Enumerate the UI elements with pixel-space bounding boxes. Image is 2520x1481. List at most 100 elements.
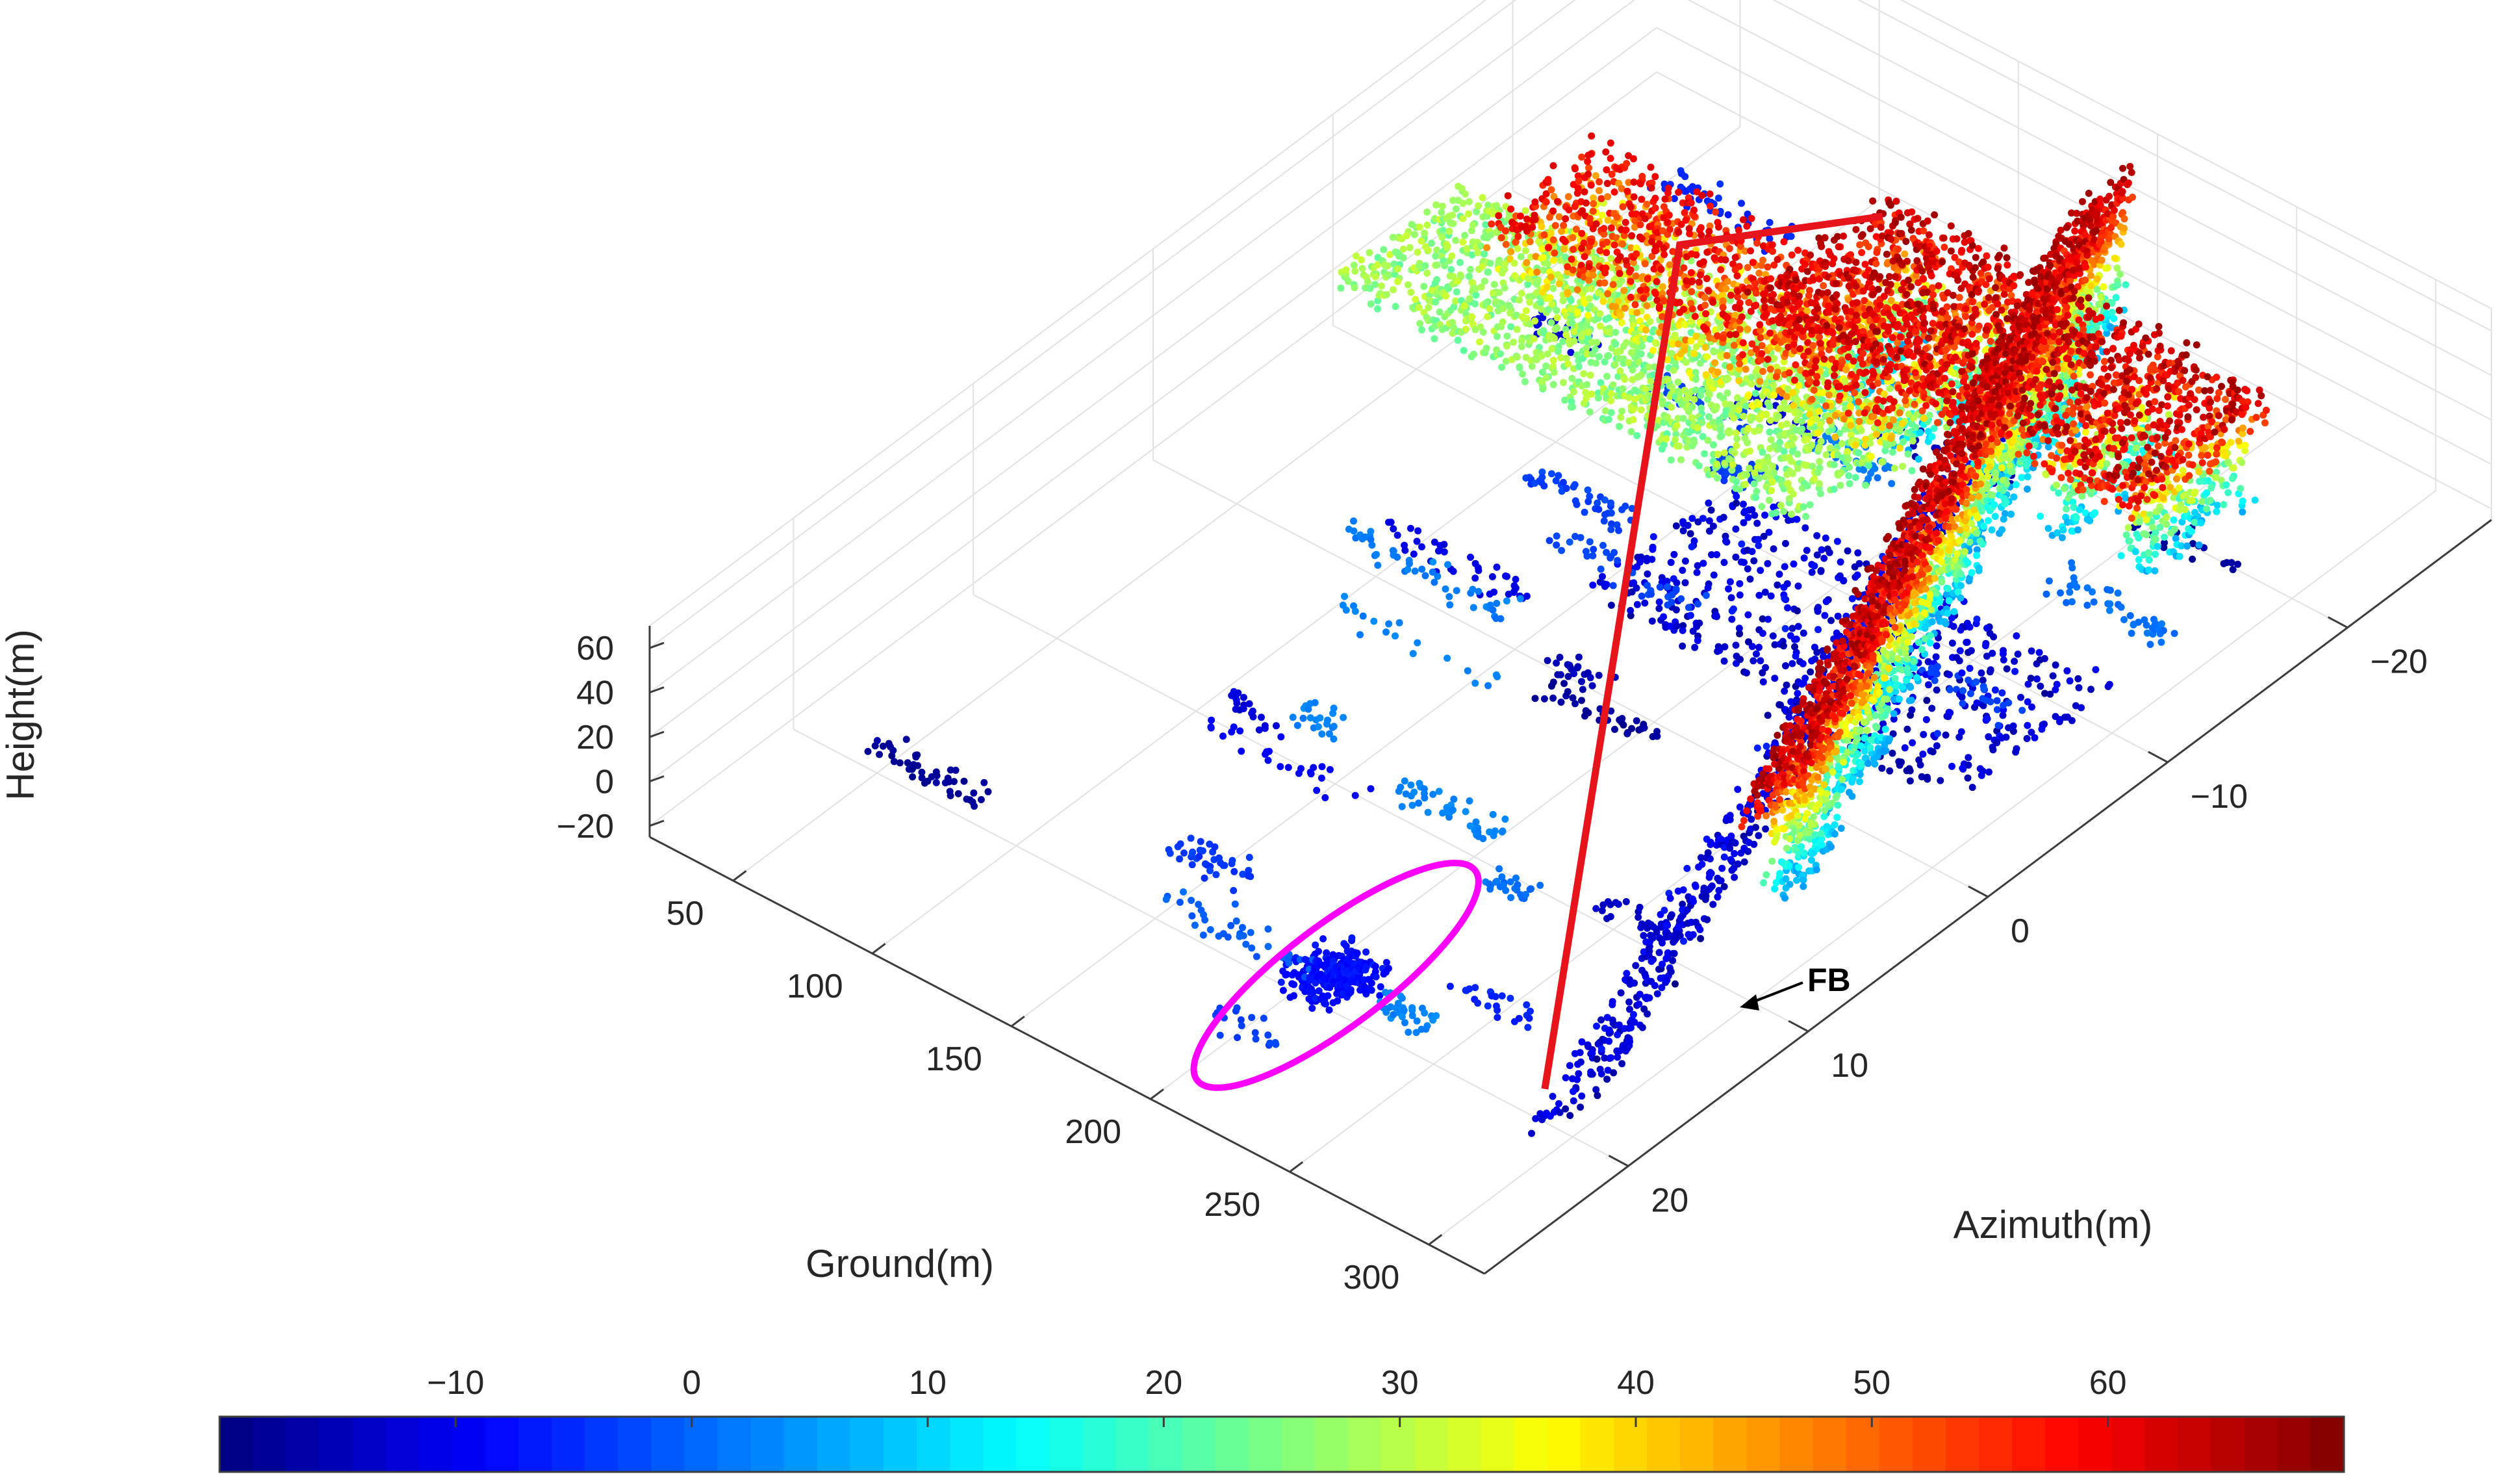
point — [1554, 198, 1561, 205]
point — [1467, 266, 1474, 273]
point — [1550, 162, 1557, 170]
point — [1423, 270, 1431, 277]
point — [1750, 657, 1757, 664]
point — [1297, 765, 1305, 772]
point — [1774, 582, 1781, 589]
point — [1775, 413, 1782, 420]
point — [1834, 538, 1841, 545]
point — [1368, 979, 1375, 986]
point — [1374, 305, 1381, 313]
point — [1611, 242, 1618, 249]
point — [1755, 832, 1762, 839]
point — [1651, 173, 1659, 180]
point — [1697, 392, 1704, 399]
point — [1368, 300, 1375, 307]
point — [1790, 341, 1798, 348]
point — [1709, 299, 1716, 306]
point — [1385, 621, 1392, 628]
point — [1409, 802, 1416, 809]
point — [1743, 471, 1750, 478]
point — [1627, 266, 1635, 274]
point — [1476, 339, 1483, 346]
point — [1562, 1105, 1569, 1113]
point — [1796, 316, 1803, 323]
point — [1811, 562, 1818, 569]
point — [1808, 441, 1815, 448]
point — [1644, 276, 1651, 283]
point — [1845, 257, 1852, 264]
point — [1791, 377, 1798, 384]
point — [1543, 374, 1550, 381]
point — [1831, 485, 1838, 493]
point — [1753, 520, 1761, 527]
point — [1703, 249, 1711, 256]
point — [1724, 389, 1731, 396]
point — [1516, 363, 1523, 370]
point — [1414, 538, 1421, 545]
point — [1588, 181, 1595, 188]
point — [1770, 355, 1777, 363]
point — [1596, 310, 1603, 317]
point — [1612, 361, 1619, 368]
point — [1738, 313, 1746, 320]
point — [1627, 607, 1634, 614]
point — [1628, 725, 1635, 732]
point — [1360, 613, 1367, 620]
point — [865, 748, 872, 755]
point — [1240, 933, 1247, 940]
point — [1823, 598, 1830, 605]
point — [1494, 1007, 1501, 1014]
point — [1766, 496, 1773, 504]
point — [1723, 539, 1730, 546]
point — [1679, 643, 1686, 650]
point — [1449, 806, 1457, 814]
point — [1253, 1035, 1260, 1042]
point — [1789, 389, 1796, 396]
point — [1528, 1130, 1535, 1137]
point — [1596, 353, 1603, 360]
point — [1853, 312, 1860, 319]
point — [1816, 480, 1823, 487]
point — [1781, 238, 1788, 246]
point — [1690, 396, 1698, 403]
point — [1679, 567, 1686, 574]
point — [1518, 253, 1525, 261]
point — [1659, 940, 1666, 947]
point — [1807, 378, 1814, 385]
point — [1441, 548, 1448, 556]
point — [1708, 870, 1715, 877]
point — [1747, 795, 1754, 803]
point — [933, 779, 940, 786]
point — [1766, 219, 1774, 226]
point — [1693, 251, 1700, 259]
point — [1442, 586, 1449, 593]
point — [1566, 1112, 1573, 1119]
point — [1733, 435, 1740, 443]
point — [1470, 604, 1477, 612]
point — [1666, 226, 1674, 233]
point — [1665, 933, 1672, 940]
point — [1491, 281, 1498, 288]
point — [1681, 321, 1688, 328]
point — [1688, 414, 1696, 421]
point — [1403, 232, 1410, 239]
point — [1811, 387, 1818, 394]
point — [1753, 488, 1760, 495]
point — [1832, 412, 1839, 419]
point — [1461, 232, 1468, 239]
point — [1421, 262, 1429, 269]
point — [1747, 576, 1754, 583]
point — [1648, 958, 1655, 965]
point — [1481, 250, 1488, 257]
point — [1567, 349, 1574, 356]
point — [1688, 269, 1695, 276]
point — [1667, 895, 1674, 902]
point — [1544, 260, 1551, 267]
point — [1681, 346, 1688, 354]
point — [1792, 277, 1800, 284]
point — [1809, 342, 1816, 349]
point — [1225, 934, 1232, 941]
point — [1837, 393, 1844, 400]
point — [1438, 209, 1445, 216]
point — [1677, 456, 1685, 463]
